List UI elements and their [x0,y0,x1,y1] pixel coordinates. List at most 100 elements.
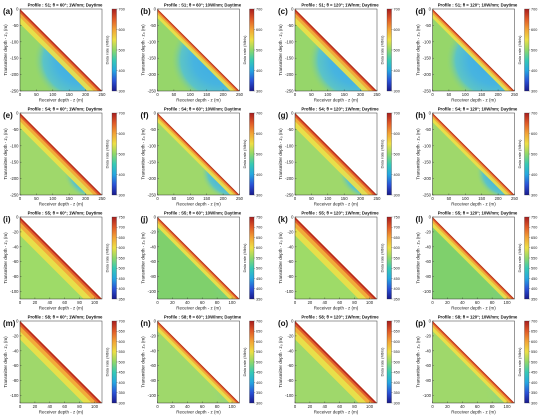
colorbar-tick-label: 300 [531,401,537,405]
colorbar-tick-label: 550 [119,350,125,354]
x-tick-label: 50 [309,92,314,97]
x-tick-label: 50 [172,92,177,97]
colorbar [249,112,255,196]
colorbar [111,320,117,404]
x-tick-label: 40 [460,300,465,305]
axes-frame [157,320,240,404]
panel-letter: (n) [141,319,152,328]
y-tick-label: -20 [287,333,294,338]
colorbar-label: Data rate (Mb/s) [242,35,247,65]
colorbar-label: Data rate (Mb/s) [242,139,247,169]
y-tick-label: -20 [12,333,19,338]
y-tick-label: -40 [12,244,19,249]
x-axis-label: Receiver depth - z (m) [451,202,496,207]
chart-panel: (n) Profile : S8; θ = 60°; 10W/nm; Daytim… [141,315,263,415]
x-tick-label: 250 [236,196,244,201]
x-tick-label: 200 [220,196,228,201]
colorbar-tick-label: 500 [531,267,537,271]
colorbar-tick-label: 400 [256,287,262,291]
x-axis-label: Receiver depth - z (m) [176,202,221,207]
colorbar-label: Data rate (Mb/s) [517,139,522,169]
colorbar [524,320,530,404]
y-tick-label: -60 [150,363,157,368]
colorbar-tick-label: 400 [394,69,400,73]
y-tick-label: 0 [291,319,294,324]
y-tick-label: -60 [150,259,157,264]
y-tick-label: -100 [423,39,432,44]
panel-letter: (b) [141,7,152,16]
colorbar-tick-label: 400 [531,287,537,291]
axes-frame [19,8,103,92]
colorbar-tick-label: 400 [394,381,400,385]
y-tick-label: 0 [154,7,157,12]
y-tick-label: -100 [423,289,432,294]
x-tick-label: 100 [366,300,374,305]
colorbar-tick-label: 600 [256,28,262,32]
x-axis-label: Receiver depth - z (m) [176,306,221,311]
y-tick-label: -250 [148,89,157,94]
colorbar-tick-label: 500 [394,152,400,156]
colorbar-tick-label: 400 [531,381,537,385]
x-tick-label: 100 [229,300,237,305]
colorbar-tick-label: 700 [531,7,537,11]
y-tick-label: 0 [291,7,294,12]
colorbar-label: Data rate (Mb/s) [105,139,110,169]
x-tick-label: 40 [47,300,52,305]
x-tick-label: 0 [19,300,22,305]
colorbar-label: Data rate (Mb/s) [380,243,385,273]
x-tick-label: 20 [170,300,175,305]
y-axis-label: Transmitter depth - z₀ (m) [3,232,8,284]
y-tick-label: -200 [285,176,294,181]
x-tick-label: 40 [322,404,327,409]
colorbar-tick-label: 600 [531,340,537,344]
panel-letter: (k) [278,215,288,224]
y-tick-label: -20 [150,333,157,338]
colorbar-tick-label: 700 [531,319,537,323]
y-tick-label: -50 [287,127,294,132]
colorbar-tick-label: 650 [256,236,262,240]
colorbar-tick-label: 600 [119,28,125,32]
x-tick-label: 0 [156,196,159,201]
colorbar-tick-label: 700 [256,226,262,230]
y-axis-label: Transmitter depth - z₀ (m) [278,232,283,284]
x-axis-label: Receiver depth - z (m) [451,410,496,415]
y-tick-label: 0 [16,111,19,116]
y-tick-label: -50 [150,127,157,132]
colorbar-tick-label: 400 [531,69,537,73]
y-tick-label: -250 [10,89,19,94]
colorbar-tick-label: 700 [119,7,125,11]
colorbar-tick-label: 550 [394,350,400,354]
y-axis-label: Transmitter depth - z₀ (m) [416,24,421,76]
panel-letter: (c) [278,7,288,16]
y-tick-label: 0 [16,319,19,324]
colorbar-tick-label: 300 [394,89,400,93]
axes-frame [432,216,515,300]
chart-panel: (i) Profile : S5; θ = 60°; 1W/nm; Daytime… [3,211,125,311]
axes-frame [157,112,240,196]
y-tick-label: -50 [12,23,19,28]
colorbar-tick-label: 550 [256,350,262,354]
colorbar-tick-label: 650 [531,236,537,240]
colorbar-tick-label: 300 [394,401,400,405]
colorbar-tick-label: 500 [119,48,125,52]
y-tick-label: -60 [287,363,294,368]
y-tick-label: -250 [285,193,294,198]
x-tick-label: 80 [490,300,495,305]
y-tick-label: -50 [12,127,19,132]
x-tick-label: 150 [203,196,211,201]
x-tick-label: 40 [185,404,190,409]
axes-frame [294,320,378,404]
colorbar-tick-label: 550 [256,256,262,260]
x-tick-label: 0 [156,300,159,305]
y-axis-label: Transmitter depth - z₀ (m) [141,336,146,388]
x-tick-label: 150 [478,196,486,201]
x-tick-label: 100 [462,196,470,201]
x-tick-label: 0 [294,404,297,409]
x-tick-label: 100 [187,92,195,97]
x-tick-label: 100 [49,196,57,201]
y-tick-label: -80 [287,378,294,383]
x-tick-label: 50 [172,196,177,201]
panel-letter: (e) [3,111,13,120]
colorbar-tick-label: 700 [256,319,262,323]
y-tick-label: -200 [10,176,19,181]
